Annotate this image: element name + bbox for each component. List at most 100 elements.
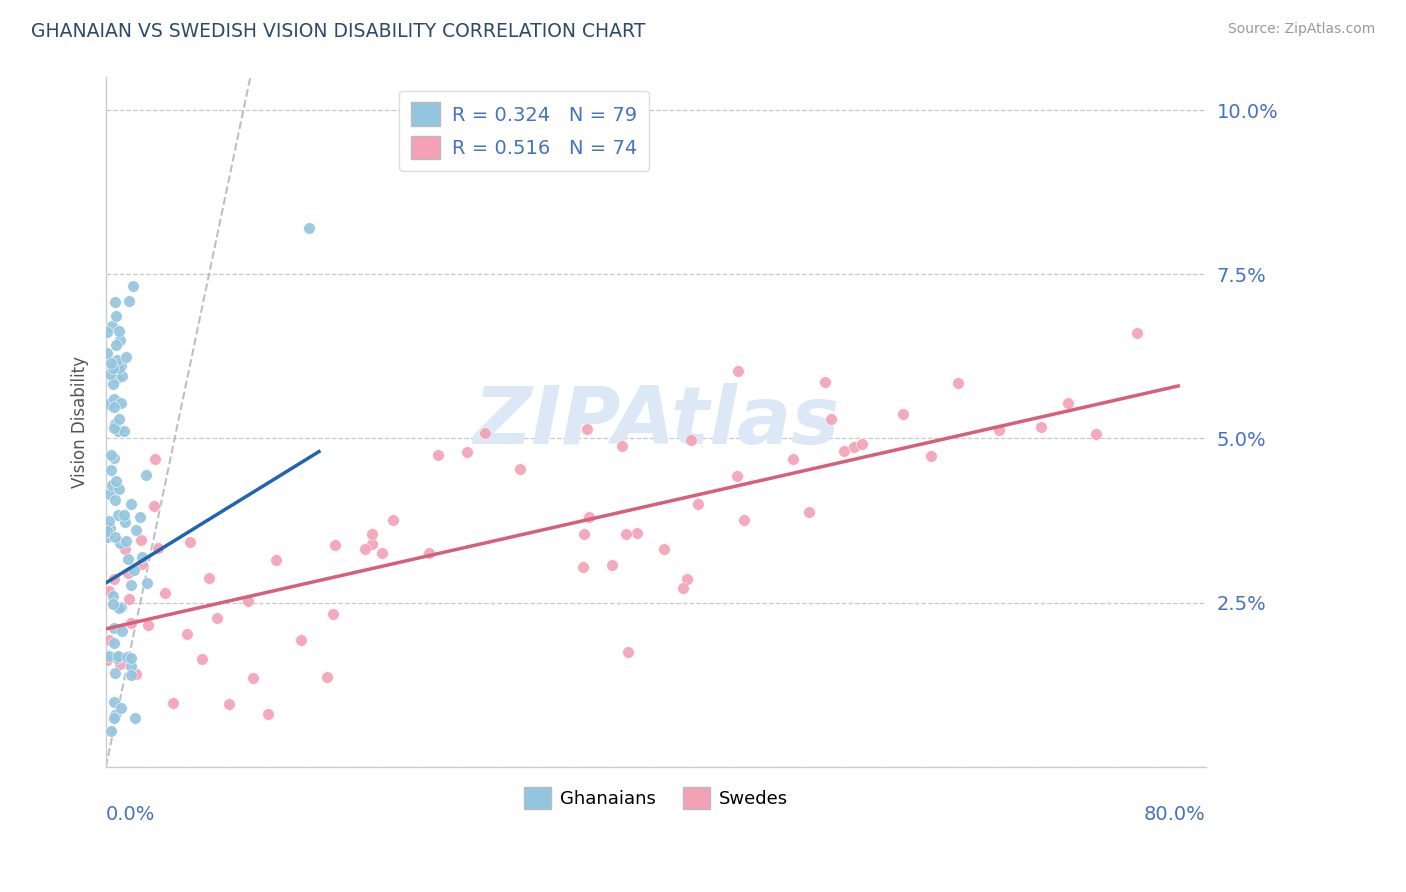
Point <box>97 584 120 599</box>
Point <box>103 710 125 724</box>
Point <box>571 559 593 574</box>
Point <box>98 632 121 647</box>
Point <box>112 424 135 438</box>
Point <box>323 538 346 552</box>
Point <box>96 346 118 360</box>
Point <box>686 497 709 511</box>
Point <box>121 278 143 293</box>
Point <box>103 621 125 635</box>
Point <box>103 377 125 392</box>
Point <box>851 436 873 450</box>
Point <box>725 469 748 483</box>
Point <box>108 657 131 672</box>
Point <box>105 650 128 665</box>
Point <box>110 359 132 373</box>
Y-axis label: Vision Disability: Vision Disability <box>72 356 89 488</box>
Point <box>264 553 287 567</box>
Point <box>727 364 749 378</box>
Point <box>114 350 136 364</box>
Point <box>104 665 127 680</box>
Point <box>418 546 440 560</box>
Point <box>120 616 142 631</box>
Point <box>101 478 124 492</box>
Point <box>103 636 125 650</box>
Point <box>114 542 136 557</box>
Point <box>143 452 166 467</box>
Point <box>104 708 127 723</box>
Point <box>100 463 122 477</box>
Point <box>105 371 128 385</box>
Point <box>814 375 837 389</box>
Point <box>136 618 159 632</box>
Text: ZIPAtlas: ZIPAtlas <box>472 383 839 461</box>
Point <box>179 535 201 549</box>
Point <box>129 510 152 524</box>
Point <box>652 541 675 556</box>
Point <box>1029 420 1052 434</box>
Point <box>108 482 131 496</box>
Point <box>103 572 125 586</box>
Point <box>100 723 122 738</box>
Point <box>122 563 145 577</box>
Point <box>820 412 842 426</box>
Point <box>617 645 640 659</box>
Point <box>110 599 132 614</box>
Point <box>103 451 125 466</box>
Point <box>118 294 141 309</box>
Point <box>614 526 637 541</box>
Point <box>110 624 132 638</box>
Point <box>110 701 132 715</box>
Point <box>104 295 127 310</box>
Point <box>844 441 866 455</box>
Point <box>96 530 118 544</box>
Point <box>155 586 177 600</box>
Point <box>105 338 128 352</box>
Point <box>361 527 384 541</box>
Point <box>426 448 449 462</box>
Point <box>988 423 1011 437</box>
Point <box>104 309 127 323</box>
Point <box>105 353 128 368</box>
Point <box>107 508 129 523</box>
Point <box>121 668 143 682</box>
Point <box>100 319 122 334</box>
Point <box>98 648 121 663</box>
Point <box>104 417 127 431</box>
Point <box>316 670 339 684</box>
Point <box>120 659 142 673</box>
Point <box>371 546 394 560</box>
Point <box>112 508 135 522</box>
Point <box>97 514 120 528</box>
Point <box>105 360 128 375</box>
Point <box>131 549 153 564</box>
Text: Source: ZipAtlas.com: Source: ZipAtlas.com <box>1227 22 1375 37</box>
Point <box>1084 426 1107 441</box>
Point <box>103 401 125 415</box>
Text: 0.0%: 0.0% <box>105 805 155 823</box>
Point <box>96 397 118 411</box>
Point <box>672 581 695 595</box>
Point <box>108 600 131 615</box>
Point <box>143 499 166 513</box>
Point <box>100 448 122 462</box>
Point <box>474 425 496 440</box>
Point <box>610 439 633 453</box>
Text: 80.0%: 80.0% <box>1144 805 1206 823</box>
Point <box>242 671 264 685</box>
Point <box>103 695 125 709</box>
Point <box>832 443 855 458</box>
Point <box>120 578 142 592</box>
Point <box>920 450 942 464</box>
Point <box>322 607 344 622</box>
Point <box>108 333 131 347</box>
Point <box>104 530 127 544</box>
Point <box>125 524 148 538</box>
Point <box>107 424 129 438</box>
Point <box>1057 395 1080 409</box>
Point <box>108 324 131 338</box>
Point <box>578 510 600 524</box>
Point <box>120 497 142 511</box>
Point <box>124 711 146 725</box>
Point <box>114 515 136 529</box>
Point <box>136 575 159 590</box>
